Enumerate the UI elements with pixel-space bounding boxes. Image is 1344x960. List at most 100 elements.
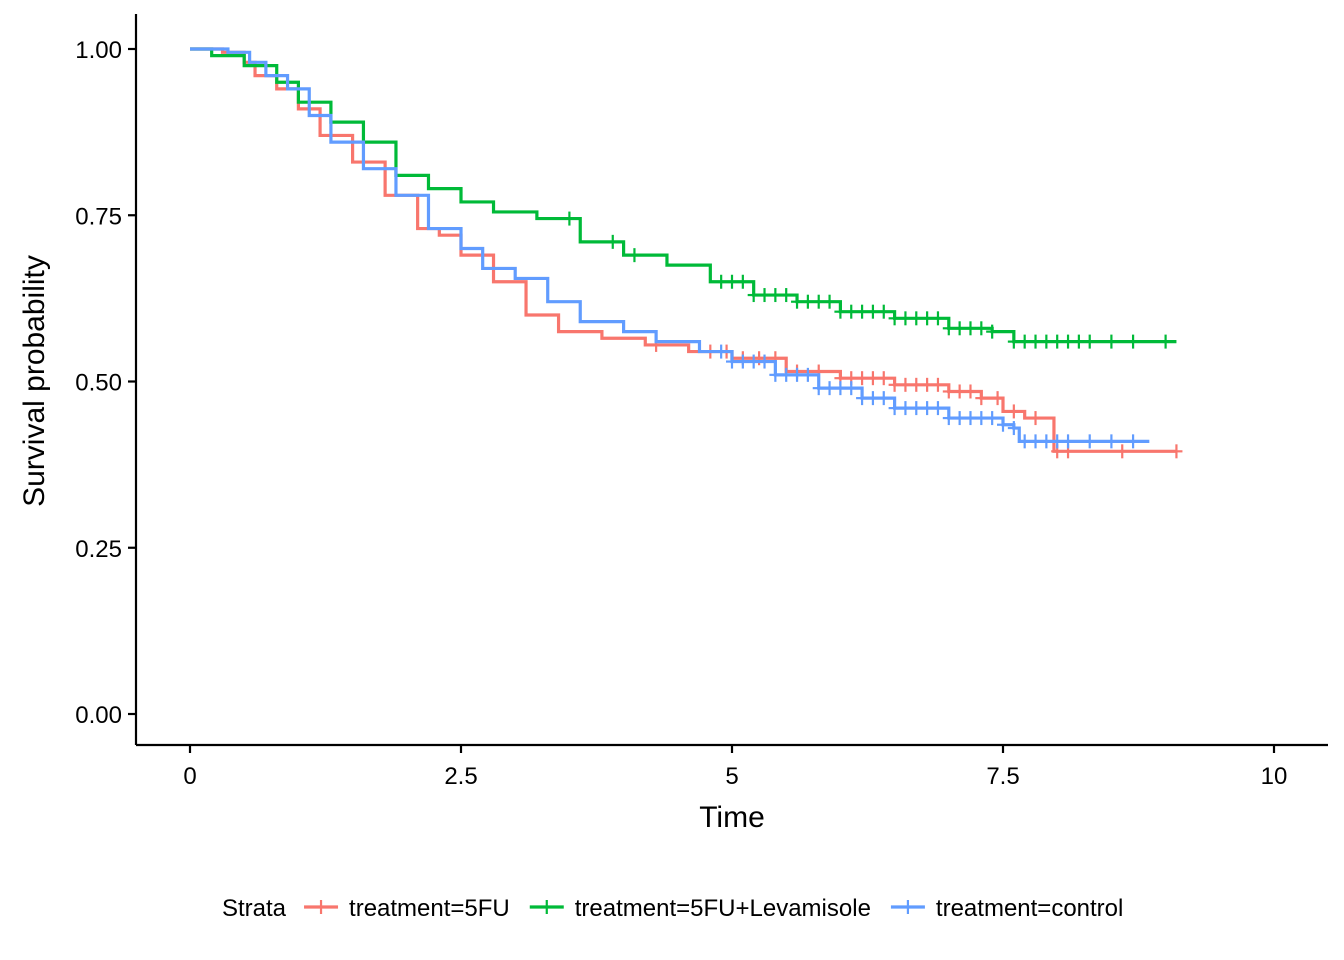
censor-mark xyxy=(931,311,944,326)
censor-mark xyxy=(953,411,966,426)
series-1 xyxy=(190,47,1183,459)
censor-mark xyxy=(747,288,760,303)
censor-mark xyxy=(769,367,782,382)
censor-mark xyxy=(986,411,999,426)
x-tick-label: 5 xyxy=(725,763,738,790)
y-tick-label: 0.50 xyxy=(75,370,122,397)
censor-mark xyxy=(812,294,825,309)
censor-mark xyxy=(791,367,804,382)
censor-mark xyxy=(991,391,1004,406)
legend-label: treatment=5FU xyxy=(349,895,510,922)
censor-mark xyxy=(1116,444,1129,459)
censor-mark xyxy=(942,321,955,336)
legend-item: treatment=control xyxy=(890,895,1123,922)
censor-mark xyxy=(877,371,890,386)
censor-mark xyxy=(1083,434,1096,449)
censor-mark xyxy=(1018,434,1031,449)
censor-mark xyxy=(834,381,847,396)
y-tick-label: 0.25 xyxy=(75,536,122,563)
censor-mark xyxy=(736,274,749,289)
censor-mark xyxy=(1083,334,1096,349)
censor-mark xyxy=(780,288,793,303)
censor-mark xyxy=(856,304,869,319)
censor-mark xyxy=(628,248,641,263)
censor-mark xyxy=(1170,444,1183,459)
censor-mark xyxy=(910,311,923,326)
censor-mark xyxy=(899,401,912,416)
legend-label: treatment=control xyxy=(936,895,1123,922)
censor-mark xyxy=(942,384,955,399)
censor-mark xyxy=(823,381,836,396)
censor-mark xyxy=(899,311,912,326)
censor-mark xyxy=(877,391,890,406)
censor-mark xyxy=(910,377,923,392)
censor-mark xyxy=(1105,434,1118,449)
censor-mark xyxy=(931,377,944,392)
censor-mark xyxy=(1029,434,1042,449)
censor-mark xyxy=(997,417,1009,432)
censor-mark xyxy=(921,311,934,326)
censor-mark xyxy=(1051,334,1064,349)
censor-mark xyxy=(758,354,771,369)
censor-mark xyxy=(1007,421,1020,436)
censor-mark xyxy=(1105,334,1118,349)
censor-mark xyxy=(1062,334,1075,349)
censor-mark xyxy=(942,411,955,426)
y-tick-label: 0.00 xyxy=(75,702,122,729)
censor-mark xyxy=(801,367,814,382)
censor-mark xyxy=(606,234,619,249)
censor-mark xyxy=(953,384,966,399)
censor-mark xyxy=(975,411,988,426)
censor-mark xyxy=(726,354,738,369)
censor-mark xyxy=(964,321,977,336)
censor-mark xyxy=(964,384,977,399)
censor-mark xyxy=(823,294,836,309)
censor-mark xyxy=(1127,434,1140,449)
survival-curve xyxy=(190,47,1150,443)
censor-mark xyxy=(910,401,923,416)
ticks-layer: 0 2.5 5 7.5 10 0.00 0.25 0.50 0.75 1.00 xyxy=(75,37,1287,790)
censor-mark xyxy=(856,391,869,406)
censor-mark xyxy=(986,324,999,339)
censor-mark xyxy=(975,321,988,336)
censor-mark xyxy=(715,274,728,289)
censor-mark xyxy=(921,377,934,392)
y-axis-title: Survival probability xyxy=(18,255,51,507)
censor-mark xyxy=(888,377,901,392)
censor-mark xyxy=(726,274,738,289)
censor-mark xyxy=(812,381,825,396)
censor-mark xyxy=(801,294,814,309)
x-tick-label: 0 xyxy=(183,763,196,790)
censor-mark xyxy=(964,411,977,426)
legend-key xyxy=(529,900,564,914)
legend-key xyxy=(304,900,339,914)
censor-mark xyxy=(715,344,728,359)
censor-mark xyxy=(953,321,966,336)
series-3 xyxy=(190,47,1150,449)
legend-key xyxy=(890,900,925,914)
censor-mark xyxy=(877,304,890,319)
censor-mark xyxy=(791,294,804,309)
censor-mark xyxy=(975,391,988,406)
legend-item: treatment=5FU+Levamisole xyxy=(529,895,871,922)
survival-curve xyxy=(190,47,1177,344)
censor-mark xyxy=(856,371,869,386)
censor-mark xyxy=(866,304,879,319)
censor-mark xyxy=(888,311,901,326)
survival-curve xyxy=(190,47,1177,453)
x-tick-label: 2.5 xyxy=(444,763,477,790)
legend-label: treatment=5FU+Levamisole xyxy=(575,895,871,922)
censor-mark xyxy=(866,391,879,406)
censor-mark xyxy=(866,371,879,386)
censor-mark xyxy=(921,401,934,416)
censor-mark xyxy=(1007,334,1020,349)
censor-mark xyxy=(758,288,771,303)
x-axis-title: Time xyxy=(699,801,765,834)
x-tick-label: 7.5 xyxy=(986,763,1019,790)
censor-mark xyxy=(1007,404,1020,419)
censor-mark xyxy=(736,354,749,369)
y-tick-label: 0.75 xyxy=(75,203,122,230)
censor-mark xyxy=(1072,334,1085,349)
y-tick-label: 1.00 xyxy=(75,37,122,64)
censor-mark xyxy=(1029,334,1042,349)
